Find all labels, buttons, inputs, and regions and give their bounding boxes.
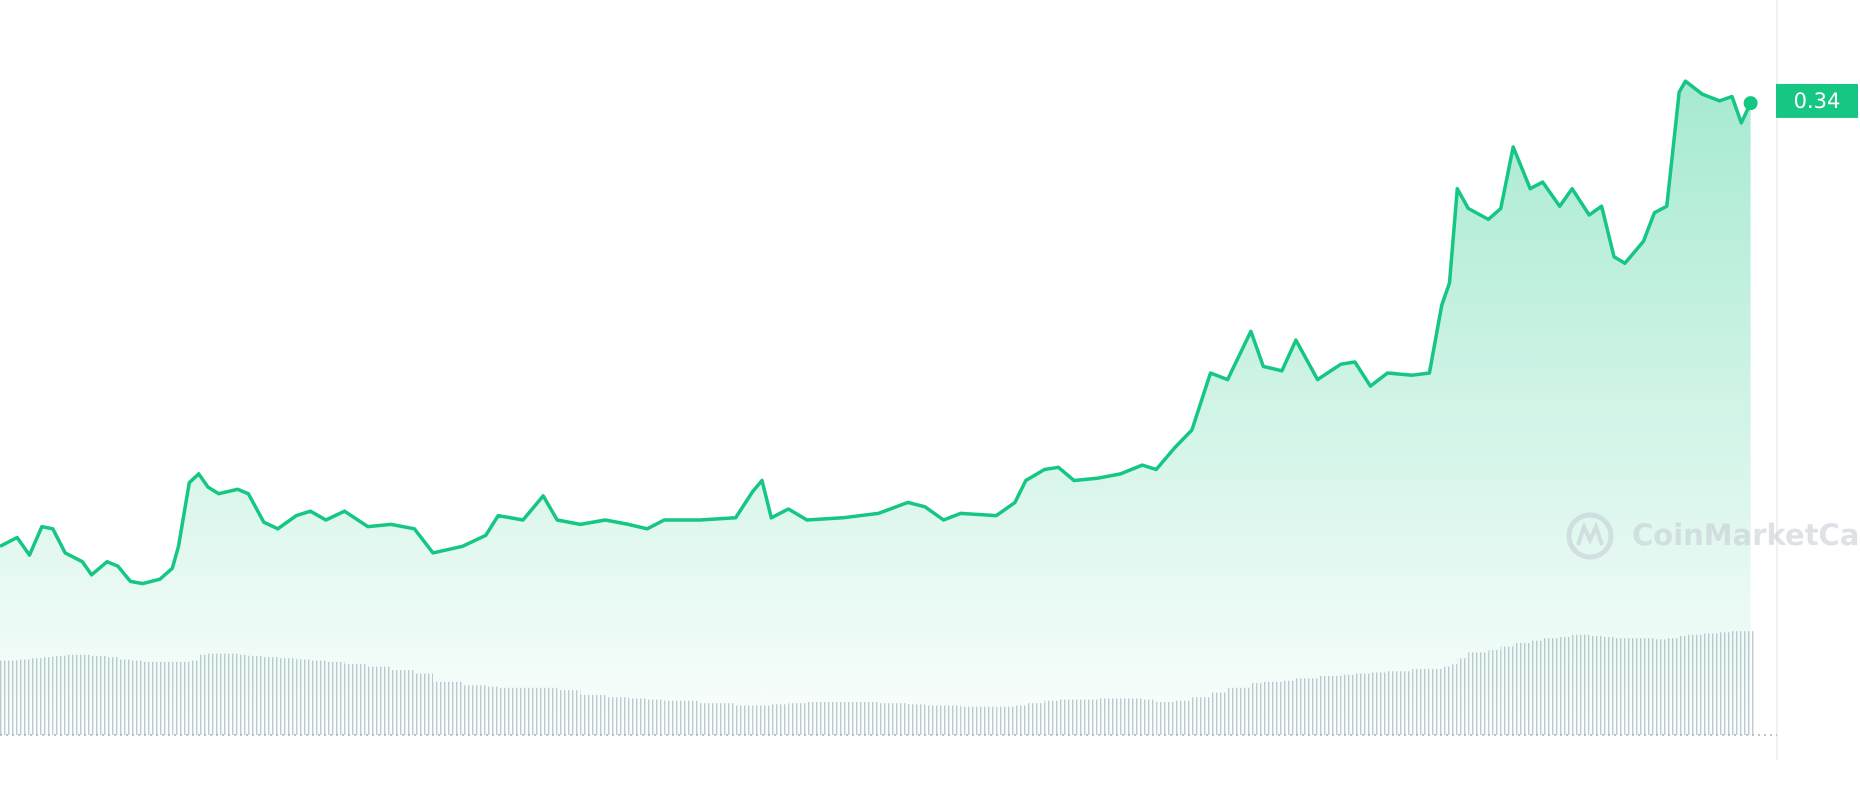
- watermark: CoinMarketCap: [1566, 512, 1860, 560]
- price-tag-box: [1776, 83, 1858, 118]
- price-tag-label: 0.34: [1794, 89, 1841, 113]
- price-area: [0, 81, 1751, 735]
- volume-bar: [1750, 631, 1754, 735]
- watermark-icon: [1566, 512, 1614, 560]
- price-line: [0, 79, 1753, 586]
- watermark-icon-mark: [1576, 521, 1604, 546]
- last-point: [1743, 96, 1758, 111]
- watermark-text: CoinMarketCap: [1632, 518, 1860, 552]
